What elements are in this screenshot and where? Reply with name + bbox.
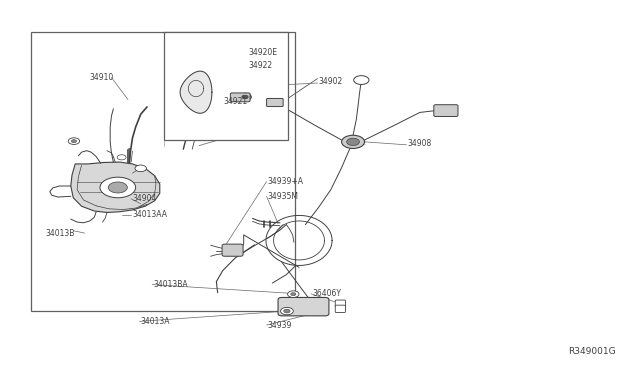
Circle shape <box>280 307 293 315</box>
Text: 34921: 34921 <box>223 97 248 106</box>
Circle shape <box>108 182 127 193</box>
FancyBboxPatch shape <box>434 105 458 116</box>
Text: 34013AA: 34013AA <box>132 210 168 219</box>
Text: 34939: 34939 <box>268 321 292 330</box>
FancyBboxPatch shape <box>222 244 243 256</box>
Circle shape <box>347 138 360 145</box>
Text: 34013B: 34013B <box>45 228 75 238</box>
Circle shape <box>135 165 147 171</box>
Circle shape <box>117 155 126 160</box>
Text: 34904: 34904 <box>132 195 157 203</box>
Circle shape <box>287 291 299 298</box>
Circle shape <box>72 140 76 142</box>
FancyBboxPatch shape <box>230 93 250 102</box>
Circle shape <box>291 293 296 296</box>
Text: 34902: 34902 <box>319 77 343 86</box>
Circle shape <box>242 95 248 99</box>
Text: 36406Y: 36406Y <box>312 289 341 298</box>
Text: 34013BA: 34013BA <box>154 280 188 289</box>
Polygon shape <box>180 71 212 113</box>
Circle shape <box>342 135 365 148</box>
Circle shape <box>100 177 136 198</box>
Bar <box>164 32 288 140</box>
Text: 34935M: 34935M <box>268 192 299 201</box>
Circle shape <box>354 76 369 84</box>
Circle shape <box>68 138 79 144</box>
Text: 34910: 34910 <box>89 73 113 82</box>
FancyBboxPatch shape <box>335 305 346 312</box>
Polygon shape <box>71 162 160 212</box>
Text: R349001G: R349001G <box>568 347 616 356</box>
Bar <box>31 32 294 311</box>
FancyBboxPatch shape <box>335 300 346 307</box>
FancyBboxPatch shape <box>267 99 283 106</box>
Circle shape <box>239 93 252 101</box>
Text: 34920E: 34920E <box>249 48 278 57</box>
Text: 34922: 34922 <box>249 61 273 70</box>
Circle shape <box>284 309 290 313</box>
Text: 34013A: 34013A <box>141 317 170 326</box>
Text: 34908: 34908 <box>408 139 432 148</box>
FancyBboxPatch shape <box>278 298 329 316</box>
Text: 34939+A: 34939+A <box>268 177 304 186</box>
